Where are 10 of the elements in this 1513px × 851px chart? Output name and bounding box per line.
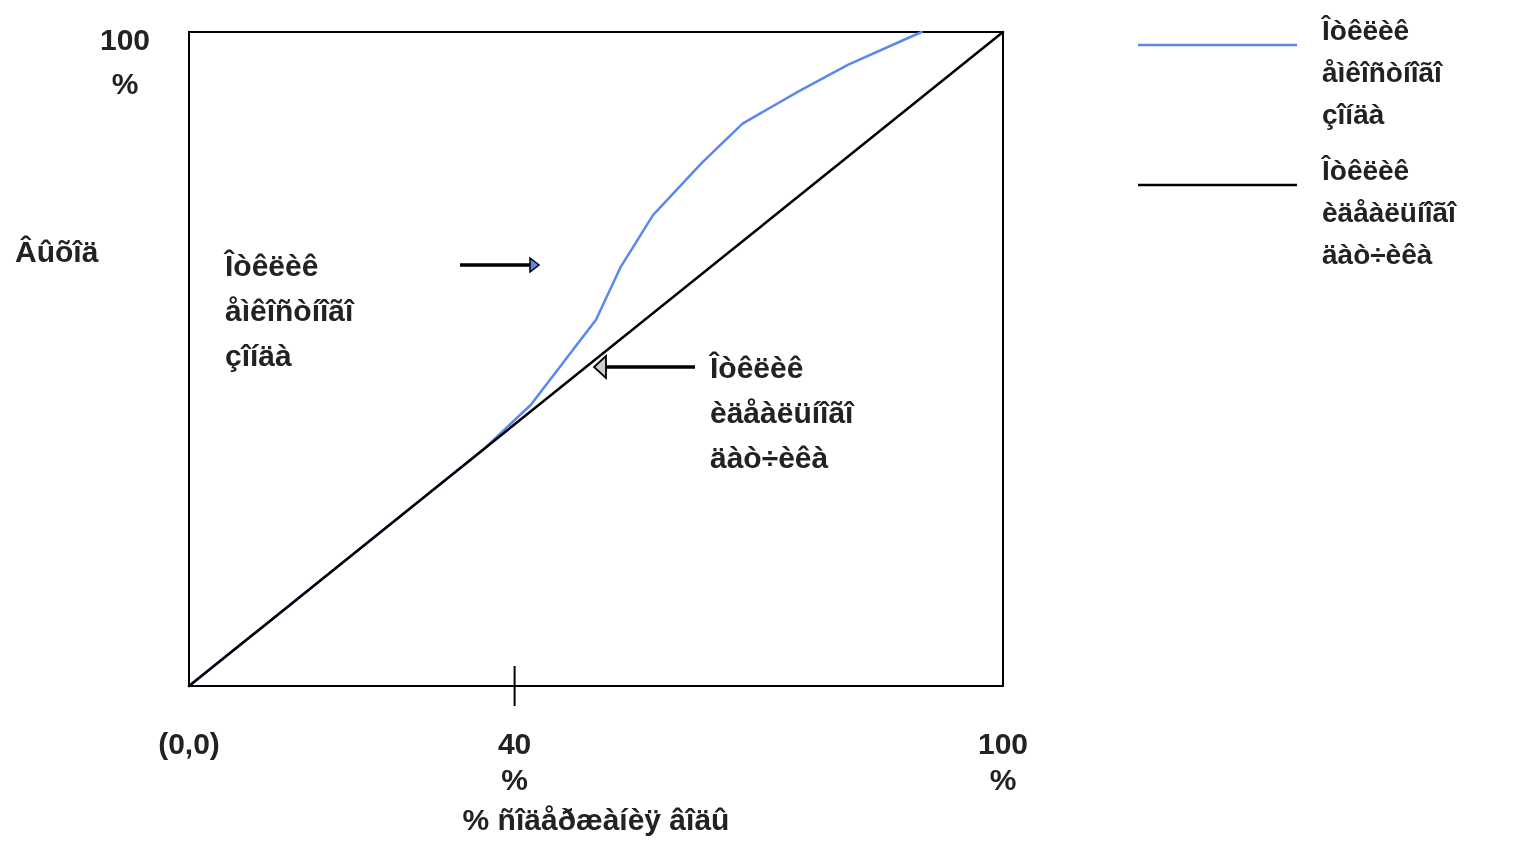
- text: 100 %: [99, 23, 151, 100]
- x-tick-label: 100 %: [977, 727, 1029, 796]
- x-tick-label: 40 %: [497, 727, 532, 796]
- annotation: Îòêëèê åìêîñòíîãî çîíäà: [223, 249, 356, 372]
- x-tick-label: (0,0): [158, 727, 220, 760]
- x-axis-title: % ñîäåðæàíèÿ âîäû: [462, 803, 730, 836]
- y-axis-title: Âûõîä: [15, 235, 99, 268]
- annotation: Îòêëèê èäåàëüíîãî äàò÷èêà: [708, 351, 856, 474]
- text: Îòêëèê èäåàëüíîãî äàò÷èêà: [1320, 155, 1458, 270]
- text: Îòêëèê åìêîñòíîãî çîíäà: [1320, 15, 1444, 130]
